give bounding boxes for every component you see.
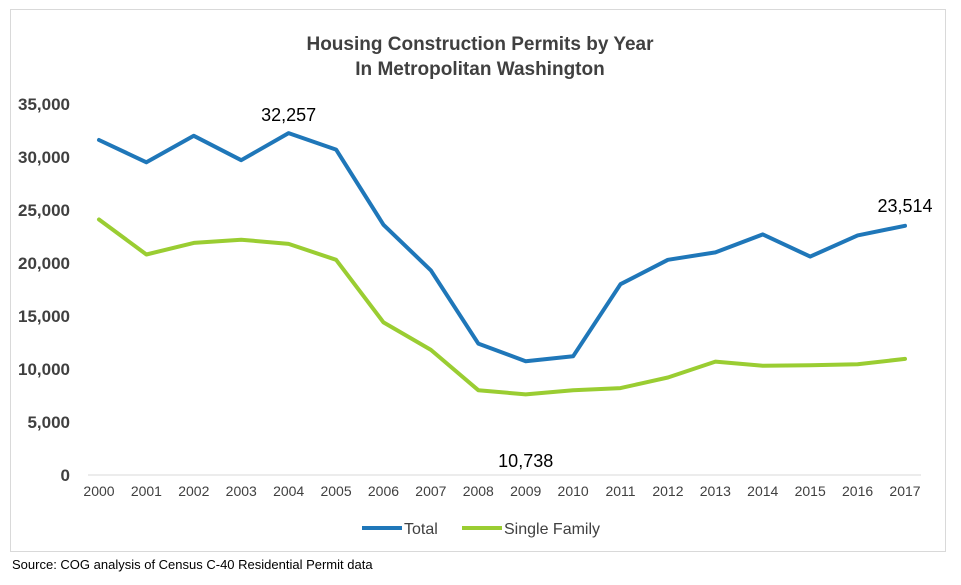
x-tick-label: 2004 xyxy=(273,483,304,499)
x-tick-label: 2010 xyxy=(558,483,589,499)
x-tick-label: 2011 xyxy=(605,483,635,499)
y-tick-label: 25,000 xyxy=(18,201,70,220)
series-lines xyxy=(97,131,907,397)
chart-svg: Housing Construction Permits by Year In … xyxy=(18,34,933,538)
single-family-line xyxy=(97,217,907,397)
y-tick-label: 35,000 xyxy=(18,95,70,114)
x-tick-label: 2007 xyxy=(415,483,446,499)
legend: Total Single Family xyxy=(362,521,600,538)
x-tick-label: 2015 xyxy=(795,483,826,499)
legend-label-total: Total xyxy=(404,521,438,538)
x-tick-label: 2014 xyxy=(747,483,778,499)
total-line xyxy=(97,131,907,364)
x-tick-label: 2013 xyxy=(700,483,731,499)
x-tick-label: 2000 xyxy=(83,483,114,499)
x-tick-label: 2016 xyxy=(842,483,873,499)
chart-frame: Housing Construction Permits by Year In … xyxy=(10,9,946,552)
chart-title: Housing Construction Permits by Year xyxy=(306,34,654,55)
x-tick-label: 2006 xyxy=(368,483,399,499)
y-tick-label: 10,000 xyxy=(18,360,70,379)
x-tick-label: 2001 xyxy=(131,483,162,499)
x-tick-label: 2012 xyxy=(652,483,683,499)
legend-label-single-family: Single Family xyxy=(504,521,600,538)
source-note: Source: COG analysis of Census C-40 Resi… xyxy=(12,557,373,572)
data-labels: 32,257 10,738 23,514 xyxy=(261,105,932,471)
x-tick-label: 2005 xyxy=(320,483,351,499)
y-tick-label: 5,000 xyxy=(27,413,70,432)
x-tick-label: 2009 xyxy=(510,483,541,499)
x-tick-label: 2008 xyxy=(463,483,494,499)
y-tick-label: 30,000 xyxy=(18,148,70,167)
y-tick-label: 15,000 xyxy=(18,307,70,326)
data-label: 23,514 xyxy=(877,196,932,216)
x-tick-label: 2017 xyxy=(889,483,920,499)
x-tick-label: 2002 xyxy=(178,483,209,499)
y-tick-label: 0 xyxy=(61,466,70,485)
y-axis-ticks: 0 5,000 10,000 15,000 20,000 25,000 30,000 35,0… xyxy=(18,95,70,485)
data-label: 32,257 xyxy=(261,105,316,125)
x-tick-label: 2003 xyxy=(226,483,257,499)
y-tick-label: 20,000 xyxy=(18,254,70,273)
data-label: 10,738 xyxy=(498,451,553,471)
x-axis-ticks: 2000 2001 2002 2003 2004 2005 2006 2007 2008 2009… xyxy=(83,483,920,499)
chart-subtitle: In Metropolitan Washington xyxy=(355,59,604,80)
